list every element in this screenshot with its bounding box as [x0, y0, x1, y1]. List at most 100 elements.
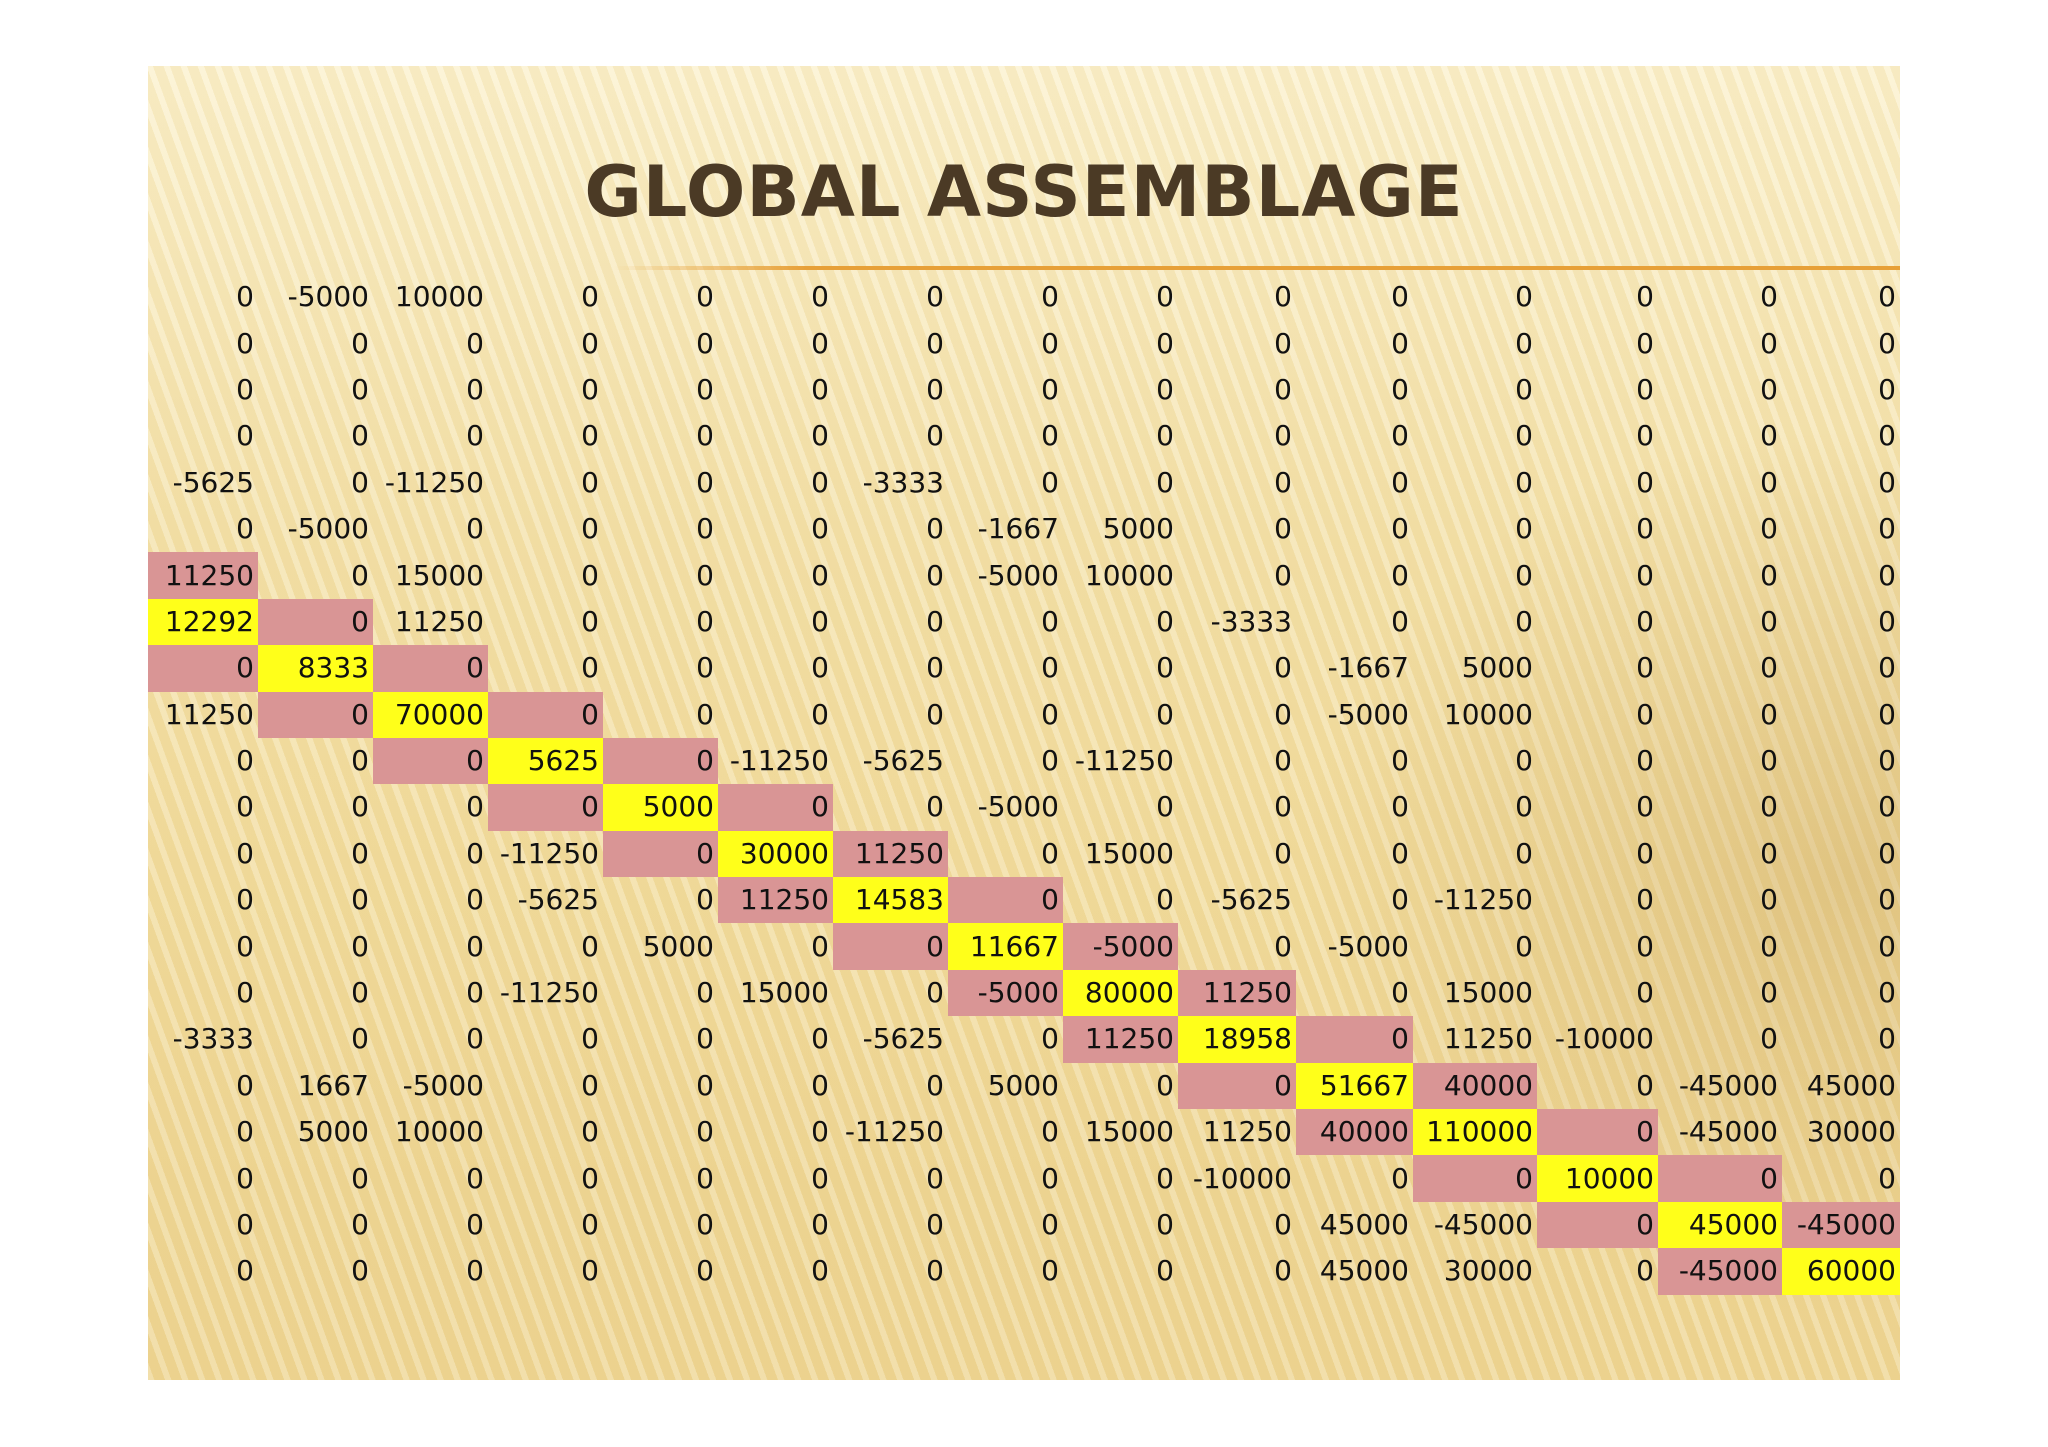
matrix-cell: 0: [1156, 326, 1174, 360]
matrix-cell: 0: [258, 691, 373, 738]
matrix-cell: 0: [696, 1161, 714, 1195]
matrix-cell: -11250: [729, 744, 829, 778]
matrix-cell: 0: [1041, 465, 1059, 499]
matrix-cell: 0: [811, 372, 829, 406]
matrix-cell: -10000: [1554, 1022, 1654, 1056]
matrix-cell: 0: [811, 512, 829, 546]
matrix-cell: 0: [926, 976, 944, 1010]
matrix-cell: 0: [581, 929, 599, 963]
matrix-cell: 0: [926, 790, 944, 824]
matrix-cell: 0: [696, 1022, 714, 1056]
matrix-cell: 0: [1515, 280, 1533, 314]
matrix-cell: 110000: [1413, 1109, 1537, 1156]
matrix-cell: 10000: [394, 1115, 484, 1149]
matrix-cell: 0: [1274, 372, 1292, 406]
matrix-cell: 0: [351, 326, 369, 360]
matrix-row: 0 0 0 0 0 0 0 0 0 0 0 0 0 0 0: [148, 320, 1900, 366]
matrix-cell: 0: [1041, 326, 1059, 360]
matrix-cell: 0: [1636, 836, 1654, 870]
matrix-cell: 0: [1760, 929, 1778, 963]
matrix-cell: 0: [1760, 1022, 1778, 1056]
matrix-cell: 0: [236, 883, 254, 917]
matrix-cell: 0: [1636, 744, 1654, 778]
matrix-cell: -45000: [1678, 1115, 1778, 1149]
matrix-cell: 1667: [297, 1068, 369, 1102]
matrix-row: -5625 0 -11250 0 0 0 -3333 0 0 0 0 0 0 0 0: [148, 460, 1900, 506]
matrix-cell: 0: [1515, 929, 1533, 963]
matrix-cell: 0: [1391, 790, 1409, 824]
matrix-cell: 0: [1156, 280, 1174, 314]
matrix-cell: -11250: [844, 1115, 944, 1149]
matrix-cell: 11667: [948, 923, 1063, 970]
matrix-cell: 5000: [642, 929, 714, 963]
matrix-cell: 30000: [1806, 1115, 1896, 1149]
matrix-cell: 0: [236, 976, 254, 1010]
matrix-cell: 51667: [1296, 1062, 1413, 1110]
matrix-cell: 0: [696, 465, 714, 499]
matrix-cell: 0: [1156, 372, 1174, 406]
matrix-cell: 0: [1760, 697, 1778, 731]
matrix-cell: 0: [488, 784, 603, 831]
matrix-cell: 10000: [1537, 1155, 1658, 1202]
matrix-cell: 0: [696, 280, 714, 314]
matrix-cell: 0: [466, 372, 484, 406]
matrix-cell: 0: [258, 598, 373, 646]
matrix-cell: 40000: [1296, 1109, 1413, 1156]
matrix-cell: -5000: [977, 558, 1059, 592]
matrix-cell: 0: [236, 790, 254, 824]
matrix-cell: 0: [811, 1208, 829, 1241]
matrix-cell: 0: [811, 1068, 829, 1102]
matrix-cell: 0: [696, 976, 714, 1010]
matrix-row: 0 0 0 0 0 0 0 0 0 0 0 0 0 0 0: [148, 367, 1900, 413]
matrix-cell: 0: [926, 1161, 944, 1195]
matrix-cell: 0: [1636, 1254, 1654, 1288]
matrix-cell: 0: [926, 697, 944, 731]
matrix-cell: 0: [696, 326, 714, 360]
matrix-cell: 0: [811, 1161, 829, 1195]
matrix-cell: 0: [1041, 1161, 1059, 1195]
matrix-cell: 0: [236, 326, 254, 360]
matrix-cell: 0: [351, 976, 369, 1010]
matrix-cell: -1667: [1327, 651, 1409, 685]
matrix-cell: 0: [1636, 929, 1654, 963]
matrix-cell: 11250: [1178, 969, 1296, 1017]
matrix-cell: 0: [948, 877, 1063, 924]
matrix-row: 0 0 0 0 0 0 0 0 0 0 0 0 0 0 0: [148, 413, 1900, 459]
matrix-cell: 5000: [603, 784, 718, 831]
matrix-cell: 0: [351, 744, 369, 778]
matrix-cell: 10000: [1443, 697, 1533, 731]
matrix-row: 0 5000 10000 0 0 0 -11250 0 15000 11250 40000 11000…: [148, 1109, 1900, 1156]
matrix-cell: 0: [1537, 1201, 1658, 1249]
matrix-cell: 11250: [394, 604, 484, 638]
matrix-cell: 15000: [1443, 976, 1533, 1010]
matrix-cell: 0: [1391, 558, 1409, 592]
matrix-cell: -5000: [287, 280, 369, 314]
matrix-cell: 0: [1760, 790, 1778, 824]
matrix-cell: 0: [1391, 604, 1409, 638]
matrix-cell: 0: [1760, 465, 1778, 499]
matrix-cell: -10000: [1192, 1161, 1292, 1195]
matrix-cell: 0: [1878, 604, 1896, 638]
matrix-cell: 45000: [1319, 1254, 1409, 1288]
matrix-cell: 0: [466, 1208, 484, 1241]
matrix-cell: 0: [466, 326, 484, 360]
matrix-cell: 0: [1274, 558, 1292, 592]
matrix-cell: 0: [1515, 558, 1533, 592]
matrix-cell: 45000: [1319, 1208, 1409, 1241]
matrix-cell: -5625: [1210, 883, 1292, 917]
matrix-row: 0 0 0 -5625 0 11250 14583 0 0 -5625 0 -11250 0 0 0: [148, 877, 1900, 924]
matrix-cell: 0: [1041, 836, 1059, 870]
matrix-row: 11250 0 15000 0 0 0 0 -5000 10000 0 0 0 0 0 0: [148, 552, 1900, 599]
matrix-cell: 0: [1274, 929, 1292, 963]
matrix-cell: 0: [1515, 512, 1533, 546]
matrix-cell: 0: [811, 326, 829, 360]
matrix-cell: -3333: [862, 465, 944, 499]
matrix-cell: 0: [696, 1115, 714, 1149]
matrix-cell: -11250: [1074, 744, 1174, 778]
matrix-cell: 0: [466, 790, 484, 824]
matrix-cell: 0: [696, 1208, 714, 1241]
matrix-cell: 0: [696, 883, 714, 917]
matrix-cell: 0: [926, 558, 944, 592]
matrix-cell: 0: [1041, 651, 1059, 685]
matrix-cell: -11250: [1433, 883, 1533, 917]
